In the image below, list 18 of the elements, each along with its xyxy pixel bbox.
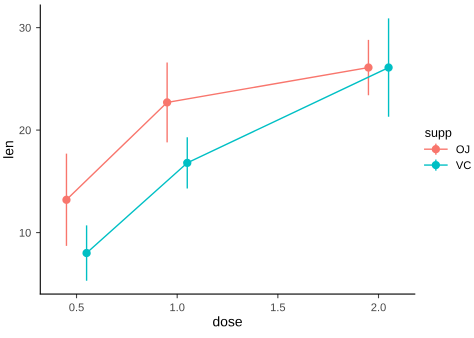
- x-axis-title: dose: [213, 316, 242, 326]
- point: [384, 63, 393, 72]
- legend-label: OJ: [456, 145, 470, 154]
- point: [62, 196, 71, 204]
- y-tick-label: 30: [19, 24, 31, 32]
- x-tick-label: 1.0: [170, 303, 184, 312]
- x-tick-label: 0.5: [69, 303, 84, 312]
- point: [162, 98, 172, 107]
- point: [183, 158, 192, 168]
- x-tick-label: 1.5: [270, 303, 286, 312]
- point: [82, 248, 91, 258]
- legend-title: supp: [425, 130, 452, 140]
- y-tick-label: 10: [20, 228, 31, 237]
- x-tick-label: 2.0: [371, 303, 386, 312]
- legend-label: VC: [456, 161, 471, 170]
- y-tick-label: 20: [19, 126, 31, 134]
- y-axis-title: len: [3, 141, 14, 158]
- point: [364, 63, 373, 72]
